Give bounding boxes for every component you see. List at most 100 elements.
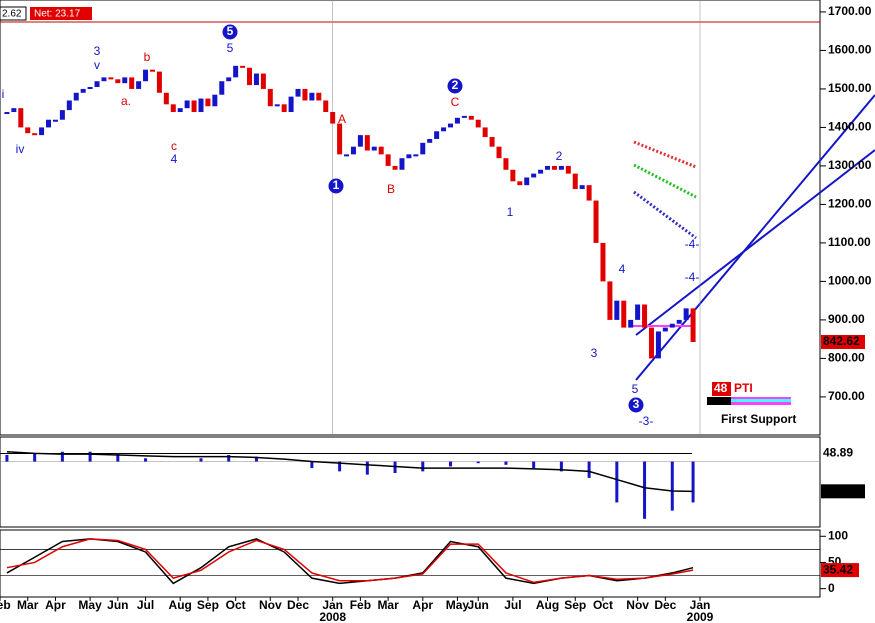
hist-bar — [33, 453, 37, 462]
net-label: Net: 23.17 — [34, 9, 81, 20]
price-bar — [309, 92, 315, 101]
price-bar — [427, 138, 433, 143]
x-tick-label: Jun — [468, 598, 489, 612]
wave-label: c — [171, 139, 177, 153]
price-bar — [25, 127, 31, 134]
price-bar — [676, 319, 682, 324]
support-label: First Support — [721, 412, 796, 426]
wave-label: 2 — [556, 149, 563, 163]
pti-bar — [707, 397, 731, 405]
wave-circle — [628, 397, 644, 413]
price-bar — [46, 119, 52, 128]
price-bar — [586, 185, 592, 201]
price-bar — [475, 119, 481, 128]
x-tick-label: Feb — [350, 598, 371, 612]
last-price-box — [821, 334, 865, 349]
price-bar — [531, 173, 537, 178]
hist-bar — [476, 461, 480, 464]
wave-label: 5 — [227, 41, 234, 55]
price-bar — [212, 94, 218, 107]
x-tick-label: Mar — [377, 598, 399, 612]
x-tick-label: Jan — [322, 598, 343, 612]
hist-bar — [144, 458, 148, 462]
price-bar — [281, 104, 287, 113]
price-bar — [413, 154, 419, 157]
x-tick-label: Aug — [169, 598, 192, 612]
price-bar — [32, 133, 38, 136]
signal-box — [821, 484, 865, 499]
pti-bar — [731, 399, 791, 402]
price-bar — [66, 100, 72, 111]
price-bar — [247, 67, 253, 86]
hist-bar — [60, 451, 64, 462]
price-bar — [406, 154, 412, 159]
price-bar — [233, 65, 239, 78]
wave-label: 2 — [452, 78, 459, 92]
y-tick-label: 1700.00 — [828, 4, 872, 18]
price-bar — [572, 173, 578, 190]
x-tick-label: Jan — [690, 598, 711, 612]
header-box — [0, 6, 27, 21]
wave-label: 3 — [94, 44, 101, 58]
price-bar — [669, 323, 675, 328]
pti-box — [712, 382, 731, 396]
x-tick-label: Jul — [504, 598, 521, 612]
x-tick-label: Mar — [17, 598, 39, 612]
wave-label: -4- — [685, 237, 700, 251]
price-bar — [350, 146, 356, 155]
x-tick-label: Sep — [564, 598, 586, 612]
year-label: 2009 — [687, 610, 714, 623]
price-bar — [302, 88, 308, 101]
net-box — [30, 7, 92, 20]
price-bar — [219, 81, 225, 95]
hist-bar — [338, 461, 342, 472]
price-bar — [205, 98, 211, 107]
price-bar — [600, 242, 606, 282]
price-bar — [642, 304, 648, 328]
price-bar — [579, 185, 585, 190]
x-tick-label: Oct — [593, 598, 613, 612]
price-bar — [628, 319, 634, 328]
price-bar — [468, 115, 474, 120]
price-bar — [149, 69, 155, 72]
wave-label: iv — [16, 142, 25, 156]
wave-label: 3 — [633, 397, 640, 411]
price-bar — [73, 92, 79, 101]
hist-bar — [254, 456, 258, 462]
hist-bar — [615, 461, 619, 503]
y-tick-label: 1300.00 — [828, 158, 872, 172]
price-bar — [648, 327, 654, 359]
price-bar — [447, 123, 453, 128]
last-price-label: 842.62 — [823, 334, 860, 348]
price-bar — [662, 327, 668, 332]
price-bar — [288, 96, 294, 113]
y-tick-label: 800.00 — [828, 351, 865, 365]
y-tick-label: 0 — [828, 581, 835, 595]
price-bar — [316, 92, 322, 101]
price-bar — [489, 137, 495, 147]
wave-label: A — [338, 112, 346, 126]
price-bar — [101, 77, 107, 82]
price-bar — [503, 158, 509, 170]
hist-bar — [559, 461, 563, 472]
price-bar — [344, 154, 350, 157]
price-bar — [614, 300, 620, 320]
hist-bar — [532, 461, 536, 469]
price-bar — [364, 135, 370, 151]
price-bar — [108, 77, 114, 80]
x-tick-label: May — [446, 598, 470, 612]
stoch-panel — [0, 529, 821, 598]
price-bar — [122, 77, 128, 84]
price-bar — [177, 108, 183, 113]
hist-bar — [421, 461, 425, 472]
price-bar — [184, 100, 190, 109]
price-bar — [434, 131, 440, 139]
price-bar — [59, 110, 65, 120]
price-bar — [143, 69, 149, 82]
price-bar — [482, 127, 488, 138]
price-bar — [191, 100, 197, 113]
y-tick-label: 1500.00 — [828, 81, 872, 95]
price-bar — [392, 165, 398, 170]
wave-circle — [328, 178, 344, 194]
